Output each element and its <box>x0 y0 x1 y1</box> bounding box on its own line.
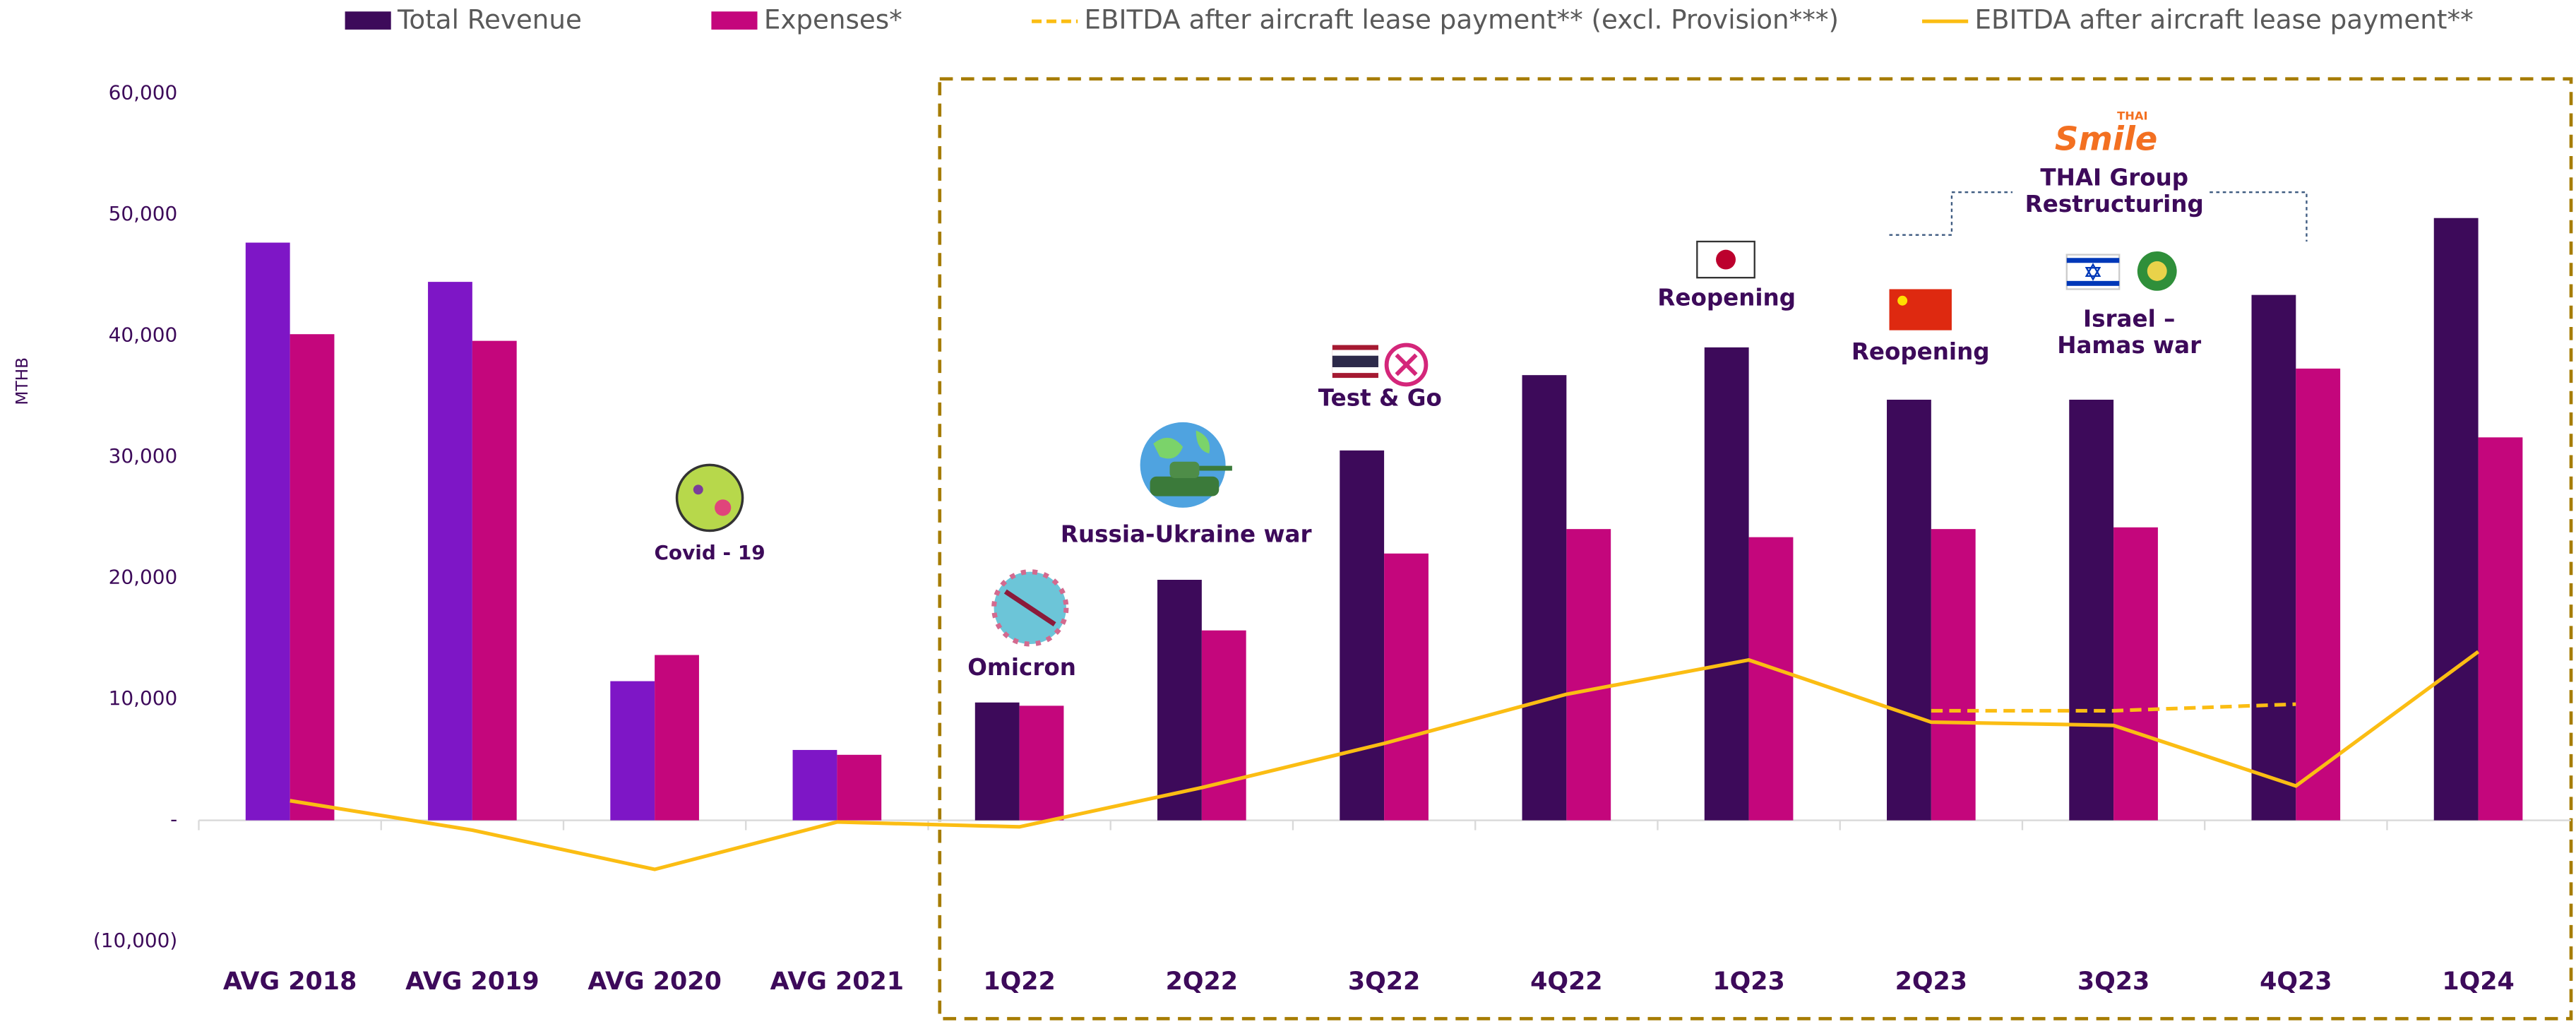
bar <box>655 655 699 821</box>
bar <box>428 282 472 820</box>
annotation: Omicron <box>967 654 1076 681</box>
bar <box>1384 554 1429 821</box>
chart: MTHB (10,000) - 10,000 20,000 30,000 40,000 50… <box>0 0 2576 1024</box>
legend-label: Expenses* <box>764 4 902 35</box>
x-tick-label: AVG 2019 <box>405 968 539 996</box>
bar <box>2252 295 2296 821</box>
covid-icon <box>677 465 743 530</box>
x-tick-label: AVG 2020 <box>588 968 721 996</box>
y-tick-label: (10,000) <box>93 929 177 952</box>
x-tick-label: 1Q22 <box>983 968 1055 996</box>
omicron-icon <box>994 572 1066 644</box>
legend-label: EBITDA after aircraft lease payment** (e… <box>1085 4 1839 35</box>
bar <box>1157 580 1202 821</box>
bar <box>1020 706 1064 820</box>
israel-flag-icon <box>2067 255 2119 290</box>
x-tick-label: 3Q22 <box>1348 968 1420 996</box>
bar <box>837 755 881 821</box>
bar <box>2434 218 2479 821</box>
bar <box>610 681 655 821</box>
annotation: Test & Go <box>1318 384 1442 411</box>
hamas-emblem-icon <box>2137 251 2177 291</box>
legend-swatch <box>711 11 757 30</box>
legend-label: Total Revenue <box>397 4 582 35</box>
annotation: Restructuring <box>2025 191 2204 218</box>
japan-flag-icon <box>1697 242 1754 278</box>
y-tick-label: 20,000 <box>109 566 178 589</box>
bar <box>1931 529 1976 820</box>
x-tick-label: 2Q22 <box>1166 968 1238 996</box>
annotation: Israel – <box>2083 306 2175 333</box>
y-tick-label: 40,000 <box>109 323 178 347</box>
y-tick-label: 60,000 <box>109 81 178 105</box>
bar <box>1202 631 1246 821</box>
annotation: Smile <box>2055 120 2157 158</box>
bar <box>472 341 517 821</box>
y-tick-label: 10,000 <box>109 686 178 710</box>
bar <box>290 334 335 820</box>
x-tick-label: AVG 2018 <box>223 968 357 996</box>
bar <box>2479 437 2523 820</box>
bar <box>1887 400 1931 821</box>
bar <box>1566 529 1611 820</box>
legend-label: EBITDA after aircraft lease payment** <box>1974 4 2473 35</box>
x-tick-label: 2Q23 <box>1895 968 1967 996</box>
x-tick-label: 3Q23 <box>2077 968 2149 996</box>
x-tick-label: 1Q24 <box>2442 968 2514 996</box>
y-axis-label: MTHB <box>13 357 32 405</box>
annotation: Russia-Ukraine war <box>1061 520 1312 547</box>
bar <box>2296 369 2340 821</box>
bar <box>793 750 837 821</box>
bar <box>1522 375 1567 820</box>
bar <box>1749 537 1794 821</box>
y-tick-label: 30,000 <box>109 444 178 468</box>
y-tick-label: 50,000 <box>109 202 178 225</box>
x-tick-label: 4Q22 <box>1530 968 1602 996</box>
annotation: Reopening <box>1657 284 1796 311</box>
y-tick-label: - <box>170 808 177 831</box>
annotation: Reopening <box>1852 338 1990 365</box>
bar <box>2113 528 2158 821</box>
war-icon <box>1140 422 1232 508</box>
x-tick-label: 4Q23 <box>2260 968 2332 996</box>
bar <box>1705 347 1749 821</box>
bar <box>1340 451 1384 821</box>
bar <box>975 703 1020 821</box>
bar <box>2069 400 2113 821</box>
china-flag-icon <box>1890 289 1952 330</box>
annotation: Hamas war <box>2057 332 2201 359</box>
annotation: THAI Group <box>2040 165 2188 191</box>
x-tick-label: AVG 2021 <box>770 968 904 996</box>
thai-flag-icon <box>1332 345 1426 385</box>
legend-swatch <box>345 11 391 30</box>
x-tick-label: 1Q23 <box>1712 968 1784 996</box>
annotation: Covid - 19 <box>654 541 765 564</box>
bar <box>246 243 290 821</box>
